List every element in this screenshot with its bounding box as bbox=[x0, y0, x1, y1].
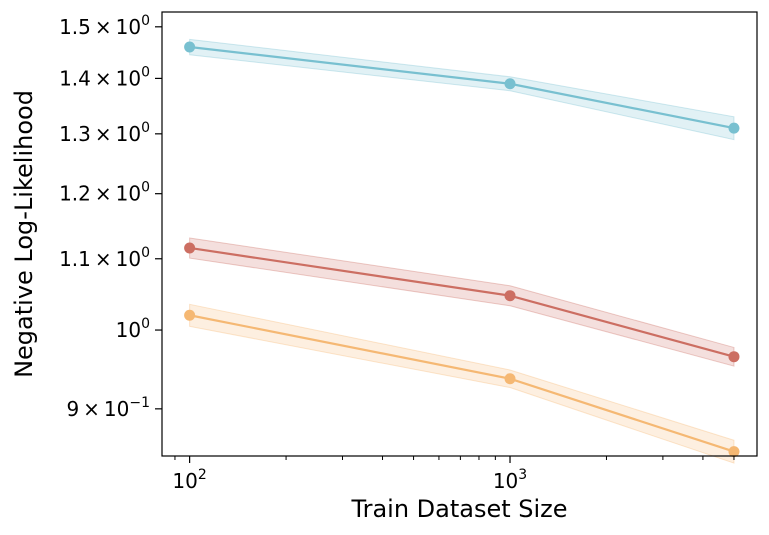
x-tick-label-1: 103 bbox=[493, 467, 527, 493]
point-series-3-2 bbox=[728, 446, 740, 458]
point-series-2-1 bbox=[504, 290, 516, 302]
point-series-1-0 bbox=[184, 41, 196, 53]
x-axis-title: Train Dataset Size bbox=[350, 495, 567, 523]
y-tick-label-4: 1.3 × 100 bbox=[59, 120, 150, 146]
y-tick-label-0: 9 × 10−1 bbox=[66, 395, 150, 421]
y-tick-label-2: 1.1 × 100 bbox=[59, 245, 150, 271]
plot-frame bbox=[161, 11, 758, 457]
x-axis-ticks: 102 103 bbox=[172, 456, 735, 493]
point-series-1-2 bbox=[728, 122, 740, 134]
point-series-2-0 bbox=[184, 242, 196, 254]
y-axis-ticks: 9 × 10−1 100 1.1 × 100 1.2 × 100 1.3 × 100 1.… bbox=[59, 13, 162, 421]
point-series-2-2 bbox=[728, 351, 740, 363]
point-series-1-1 bbox=[504, 78, 516, 90]
point-series-3-1 bbox=[504, 373, 516, 385]
y-tick-label-1: 100 bbox=[116, 316, 150, 342]
point-series-3-0 bbox=[184, 309, 196, 321]
band-series-2 bbox=[189, 237, 735, 367]
y-tick-label-5: 1.4 × 100 bbox=[59, 64, 150, 90]
confidence-bands bbox=[189, 38, 735, 464]
x-tick-label-0: 102 bbox=[172, 467, 206, 493]
y-tick-label-6: 1.5 × 100 bbox=[59, 13, 150, 39]
y-tick-label-3: 1.2 × 100 bbox=[59, 180, 150, 206]
band-series-1 bbox=[189, 38, 735, 141]
y-axis-title: Negative Log-Likelihood bbox=[10, 90, 38, 378]
series-points bbox=[184, 41, 740, 458]
band-series-3 bbox=[189, 303, 735, 464]
